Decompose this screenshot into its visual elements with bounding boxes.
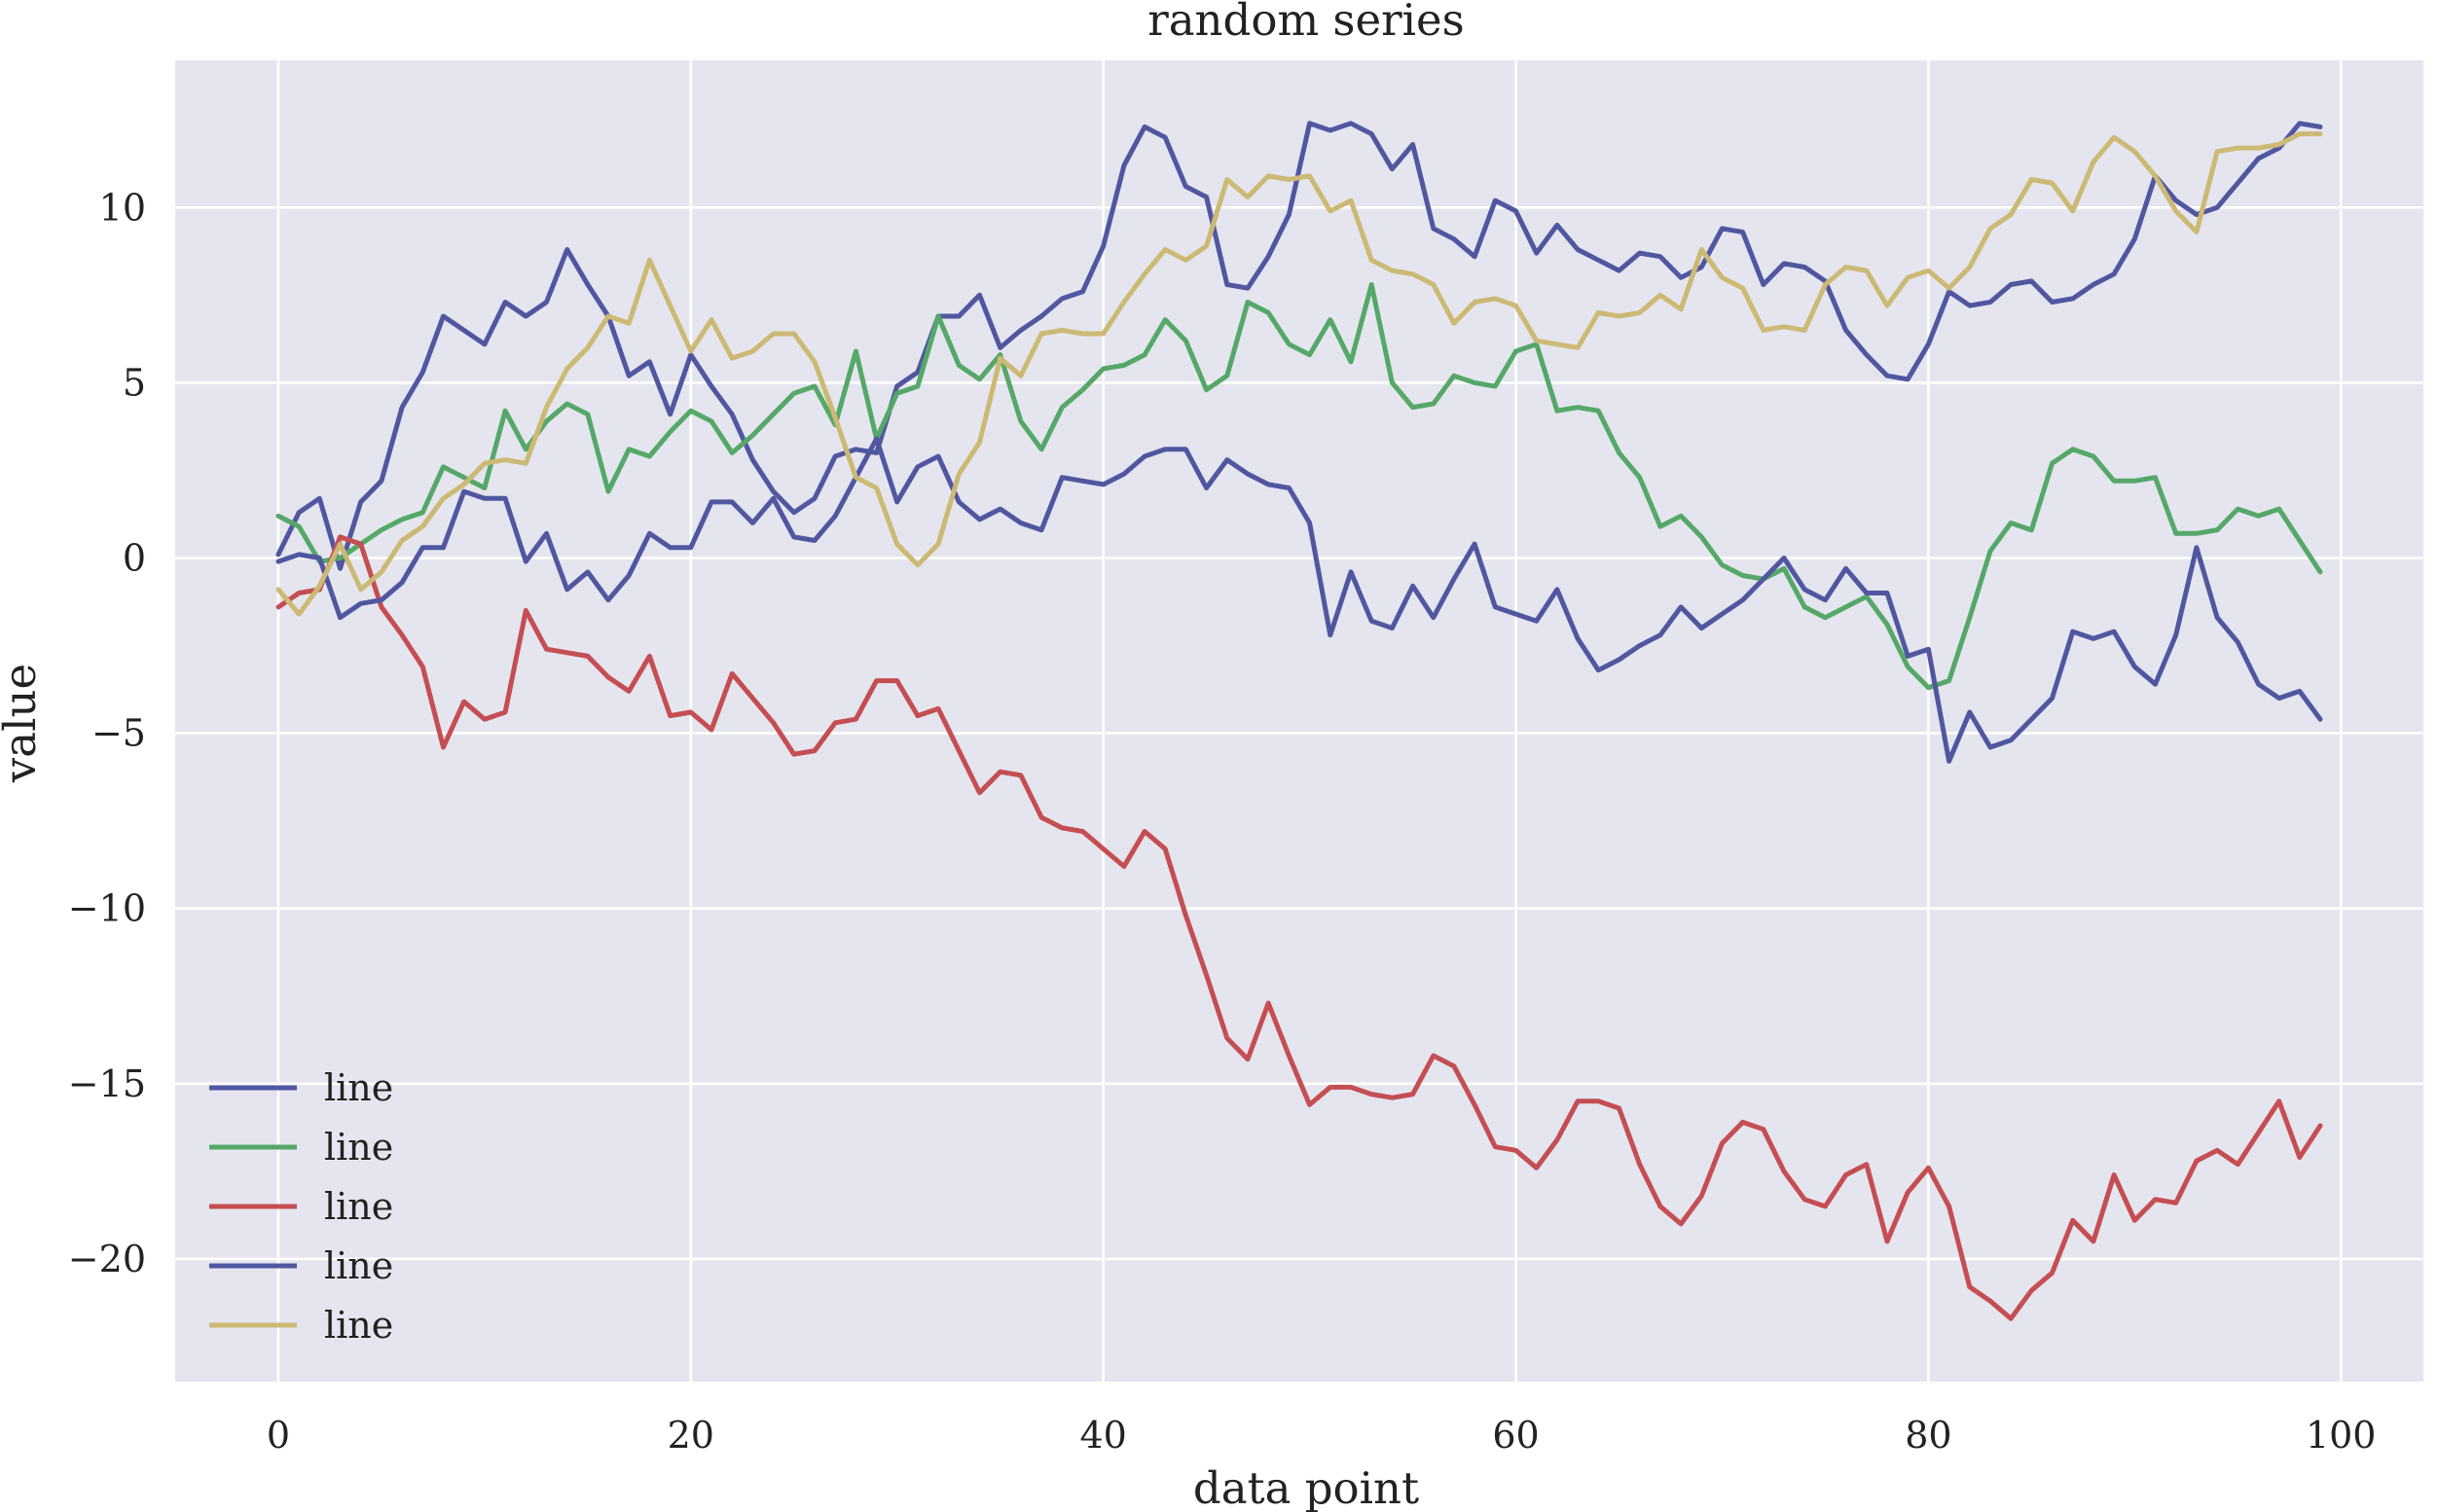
series-line-5: [275, 131, 2323, 617]
x-tick-label: 40: [1079, 1414, 1126, 1457]
y-tick-label: −15: [68, 1062, 146, 1105]
x-tick-label: 0: [267, 1414, 290, 1457]
series-line-2: [275, 282, 2323, 691]
x-tick-label: 100: [2306, 1414, 2377, 1457]
x-tick-label: 60: [1492, 1414, 1539, 1457]
legend-label: line: [324, 1304, 393, 1347]
series-line-1: [275, 121, 2323, 571]
plot-area: [175, 60, 2423, 1382]
legend-label: line: [324, 1185, 393, 1228]
legend-label: line: [324, 1066, 393, 1109]
series-lines: [275, 121, 2323, 1321]
legend-label: line: [324, 1126, 393, 1169]
chart-title: random series: [1147, 0, 1465, 46]
x-tick-label: 20: [668, 1414, 714, 1457]
y-tick-label: 0: [123, 537, 146, 580]
y-axis-label: value: [0, 664, 46, 783]
legend-label: line: [324, 1244, 393, 1287]
series-line-4: [275, 436, 2323, 764]
series-line-3: [275, 534, 2323, 1321]
x-tick-label: 80: [1905, 1414, 1951, 1457]
y-tick-label: −10: [68, 887, 146, 930]
y-tick-label: 10: [99, 186, 146, 229]
legend: line line line line line: [209, 1066, 393, 1347]
x-axis-label: data point: [1193, 1462, 1419, 1512]
tick-labels: 0 20 40 60 80 100 10 5 0 −5 −10 −15 −20: [68, 186, 2377, 1457]
y-tick-label: −5: [91, 712, 146, 755]
y-tick-label: −20: [68, 1238, 146, 1280]
y-tick-label: 5: [123, 361, 146, 404]
grid-lines: [175, 60, 2423, 1382]
